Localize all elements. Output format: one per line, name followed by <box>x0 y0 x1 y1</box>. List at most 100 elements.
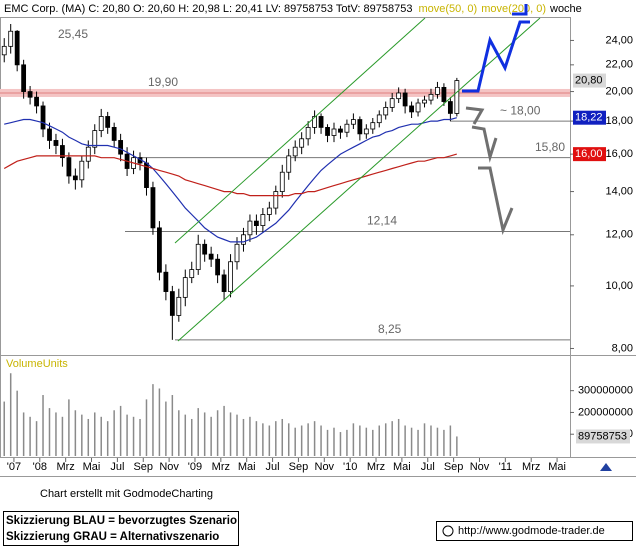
period: woche <box>549 3 582 15</box>
note: Skizzierung GRAU = Alternativszenario <box>6 531 219 543</box>
y-tick-label: 14,00 <box>605 185 633 197</box>
candle-body <box>376 114 382 124</box>
candle-body <box>182 277 188 298</box>
annotation: 25,45 <box>58 27 88 41</box>
x-tick-label: Jul <box>266 461 280 473</box>
candle-body <box>215 258 221 276</box>
candle-body <box>157 227 162 273</box>
x-tick-label: Mrz <box>212 461 230 473</box>
x-tick-label: '07 <box>7 461 21 473</box>
candle-body <box>150 187 156 229</box>
candle-body <box>195 243 201 270</box>
candle-body <box>66 157 72 177</box>
y-tick-label: 18,00 <box>605 115 633 127</box>
candle-body <box>169 291 175 316</box>
candle-body <box>312 116 317 128</box>
x-tick-label: Jul <box>421 461 435 473</box>
candle-body <box>21 64 27 92</box>
candle-body <box>370 122 376 130</box>
trend-channel <box>177 17 541 342</box>
candle-body <box>409 105 414 113</box>
x-tick-label: Mai <box>393 461 411 473</box>
volume-tick-label: 300000000 <box>578 385 633 397</box>
candle-body <box>60 145 65 159</box>
credit: Chart erstellt mit GodmodeCharting <box>40 488 213 500</box>
candle-body <box>363 128 369 135</box>
moving-average <box>3 153 457 197</box>
candle-body <box>53 140 59 146</box>
y-tick-label: 22,00 <box>605 59 633 71</box>
candle-body <box>254 220 259 226</box>
candle-body <box>383 107 389 116</box>
plot-area: 19,90 ~ 18,00 15,80 12,14 8,25 25,45 8,00 10,00… <box>0 23 633 473</box>
candle-body <box>299 138 305 148</box>
candle-body <box>247 220 253 236</box>
x-tick-label: Mai <box>238 461 256 473</box>
level-label: 8,25 <box>378 322 402 336</box>
candle-body <box>34 96 39 107</box>
trend-channel <box>174 17 426 244</box>
candle-body <box>350 119 356 125</box>
volume-tag <box>576 429 630 444</box>
candle-body <box>402 92 408 107</box>
candle-body <box>447 101 453 114</box>
volume-label: VolumeUnits <box>6 358 68 370</box>
candle-body <box>441 86 447 102</box>
candle-body <box>344 123 350 133</box>
candle-body <box>331 128 337 136</box>
y-tick-label: 16,00 <box>605 148 633 160</box>
candle-body <box>47 128 52 141</box>
candle-body <box>286 155 292 173</box>
candle-body <box>189 269 195 279</box>
scenario-blue <box>512 4 528 16</box>
url-box <box>436 521 633 541</box>
candle-body <box>389 98 395 108</box>
candle-body <box>14 30 20 66</box>
candle-body <box>176 296 182 316</box>
note: Skizzierung BLAU = bevorzugtes Szenario <box>6 515 237 527</box>
url[interactable]: http://www.godmode-trader.de <box>458 525 605 537</box>
scenario-gray <box>465 106 485 125</box>
candle-body <box>241 234 246 245</box>
candle-body <box>118 140 124 155</box>
candle-body <box>72 175 78 181</box>
volume-tag-label: 89758753 <box>578 430 627 442</box>
x-tick-label: Jul <box>110 461 124 473</box>
candle-body <box>318 116 324 128</box>
x-tick-label: '08 <box>33 461 47 473</box>
x-tick-label: Nov <box>315 461 335 473</box>
candle-body <box>98 116 104 132</box>
level-label: 15,80 <box>535 140 565 154</box>
legend-entry: move(200, 0) <box>481 3 546 15</box>
candle-body <box>292 146 298 157</box>
candle-body <box>415 102 421 113</box>
candle-body <box>260 214 266 226</box>
candle-body <box>422 99 427 104</box>
candle-body <box>279 171 285 192</box>
candle-body <box>208 253 214 260</box>
price-tag-label: 16,00 <box>575 148 603 160</box>
header: EMC Corp. (MA) C: 20,80 O: 20,60 H: 20,9… <box>4 3 582 15</box>
x-tick-label: Sep <box>133 461 153 473</box>
candle-body <box>105 116 111 128</box>
candle-body <box>234 243 240 263</box>
x-tick-label: Mrz <box>56 461 74 473</box>
x-tick-label: Mai <box>548 461 566 473</box>
copyright-icon <box>442 525 454 537</box>
icon <box>600 463 612 471</box>
x-tick-label: Mrz <box>522 461 540 473</box>
moving-average <box>4 117 457 243</box>
price-tag <box>573 110 606 125</box>
candle-body <box>435 86 440 95</box>
level-label: 19,90 <box>148 75 178 89</box>
candle-body <box>228 261 233 292</box>
x-tick-label: Sep <box>289 461 309 473</box>
scenario-gray <box>478 166 514 236</box>
y-tick-label: 8,00 <box>612 342 633 354</box>
candle-body <box>40 105 46 130</box>
candle-body <box>8 30 14 47</box>
candle-body <box>428 93 434 101</box>
candle-body <box>454 80 460 114</box>
level-label: 12,14 <box>367 214 397 228</box>
